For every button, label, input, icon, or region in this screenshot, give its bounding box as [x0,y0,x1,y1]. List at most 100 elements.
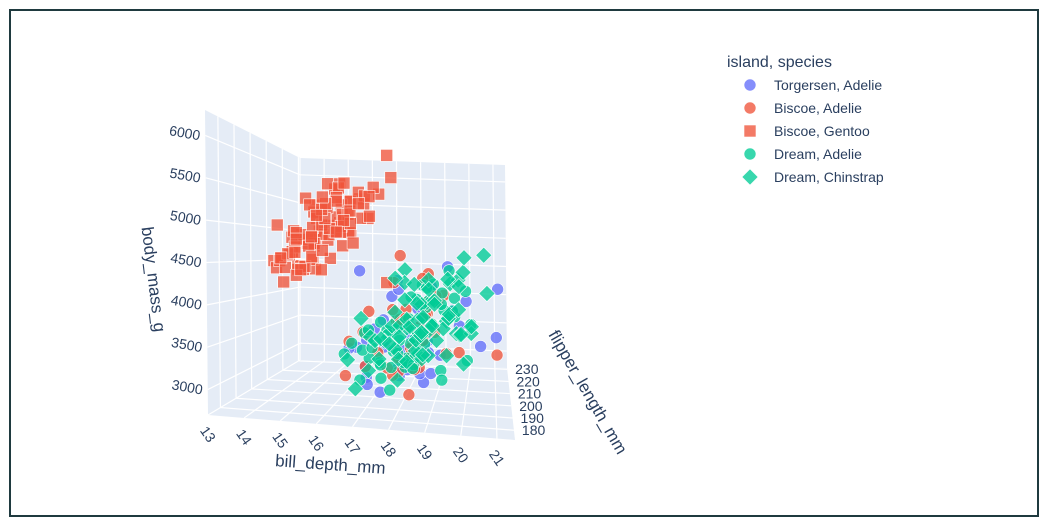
data-point [454,263,472,281]
z-x-back-wall [205,110,300,415]
data-point [388,371,407,389]
data-point [338,351,357,369]
data-point [346,236,360,250]
legend-item[interactable]: Biscoe, Gentoo [743,123,870,139]
data-point [360,362,378,380]
data-point [402,388,416,402]
data-point [310,208,323,222]
data-point [455,355,473,373]
data-point [339,369,352,382]
data-point [435,373,449,387]
data-point [329,194,343,208]
z-tick-label: 5500 [168,165,202,186]
data-point [329,225,343,239]
legend-item[interactable]: Biscoe, Adelie [743,100,862,116]
legend-title: island, species [727,54,832,71]
data-point [413,323,431,341]
y-tick-label: 220 [516,373,540,389]
y-grid-line [236,397,513,419]
y-tick-label: 210 [518,386,542,402]
z-grid-line [207,314,301,348]
y-tick-label: 180 [522,422,546,438]
data-point [438,347,456,365]
data-point [428,331,446,349]
data-point [448,291,461,305]
data-point [374,315,387,329]
z-grid-line [206,219,301,232]
x-tick-label: 21 [486,447,508,469]
x-grid-line [207,359,301,416]
data-point [474,340,487,353]
legend-label: Biscoe, Gentoo [774,123,870,139]
data-point [414,308,432,326]
data-point [450,278,468,296]
data-point [305,250,319,264]
data-point [337,176,351,190]
legend-item[interactable]: Dream, Chinstrap [741,168,884,186]
series-4 [338,246,496,398]
data-point [380,149,393,162]
legend-marker [743,147,757,161]
data-point [384,171,398,184]
data-point [452,346,466,359]
legend-label: Biscoe, Adelie [774,100,862,116]
x-tick-label: 20 [450,444,472,466]
data-point [414,346,432,364]
x-grid-line [494,367,498,439]
data-point [353,264,366,278]
legend: island, species Torgersen, Adelie Biscoe,… [727,54,884,186]
data-point [274,251,288,265]
z-grid-line [205,134,301,176]
data-point [390,328,408,346]
legend-item[interactable]: Torgersen, Adelie [743,77,882,93]
z-tick-label: 5000 [169,207,203,228]
data-point [420,280,438,298]
data-point [374,371,388,385]
data-point [345,336,359,350]
z-grid-line [206,286,301,306]
data-point [380,335,398,353]
y-tick-label: 200 [519,398,543,414]
data-point [435,286,449,300]
data-point [491,282,504,296]
data-point [478,285,496,303]
data-point [405,275,423,293]
data-point [362,190,376,203]
x-axis-title: bill_depth_mm [275,451,387,478]
data-point [450,301,468,319]
data-point [346,380,364,398]
y-axis-title: flipper_length_mm [545,327,631,458]
data-point [316,244,329,257]
data-point [475,246,493,264]
data-point [362,305,376,318]
legend-marker [743,78,757,92]
data-point [490,348,504,362]
data-point [386,303,404,321]
data-point [452,326,470,344]
data-point [337,214,350,227]
data-point [370,350,388,368]
data-point [294,263,308,277]
x-tick-label: 18 [378,438,400,460]
data-point [393,249,407,262]
legend-item[interactable]: Dream, Adelie [743,146,862,162]
data-point [314,263,328,277]
legend-marker [741,168,759,186]
x-tick-label: 15 [269,429,291,451]
x-grid-line [460,366,472,436]
z-tick-label: 6000 [168,122,202,143]
x-grid-line [243,360,325,419]
x-tick-label: 13 [197,423,219,445]
data-point [316,190,329,204]
data-point [270,218,284,232]
data-point [396,291,414,309]
legend-items: Torgersen, Adelie Biscoe, Adelie Biscoe, G… [741,77,884,186]
x-tick-label: 16 [305,432,327,454]
z-tick-label: 3000 [171,376,205,397]
y-tick-label: 190 [521,410,545,426]
data-point [439,270,457,288]
data-point [425,295,444,313]
y-tick-label: 230 [515,361,539,377]
data-point [386,269,404,287]
